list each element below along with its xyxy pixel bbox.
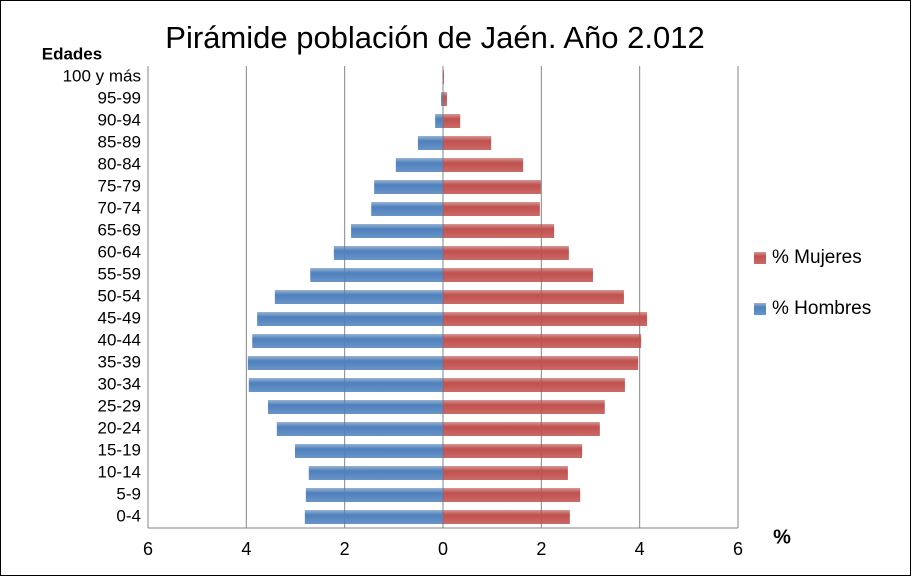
bar — [396, 158, 443, 172]
bar — [443, 136, 491, 150]
bar — [443, 180, 541, 194]
bar — [443, 378, 625, 392]
bar — [374, 180, 443, 194]
bar — [334, 246, 443, 260]
bar — [252, 334, 443, 348]
bar — [443, 510, 570, 524]
bar — [443, 444, 582, 458]
y-tick-label: 60-64 — [98, 242, 141, 261]
bar — [295, 444, 443, 458]
bar — [435, 114, 443, 128]
bar — [306, 488, 443, 502]
y-tick-label: 0-4 — [116, 506, 141, 525]
x-tick-label: 4 — [635, 539, 645, 559]
x-tick-label: 4 — [241, 539, 251, 559]
x-tick-label: 6 — [733, 539, 743, 559]
y-tick-label: 35-39 — [98, 352, 141, 371]
y-tick-label: 20-24 — [98, 418, 141, 437]
y-tick-label: 25-29 — [98, 396, 141, 415]
y-tick-label: 15-19 — [98, 440, 141, 459]
bar — [443, 400, 605, 414]
bar — [257, 312, 443, 326]
y-tick-label: 30-34 — [98, 374, 141, 393]
bar — [268, 400, 443, 414]
bar — [443, 202, 540, 216]
bar — [443, 268, 593, 282]
bar — [443, 224, 554, 238]
bar — [310, 268, 443, 282]
bar — [443, 422, 600, 436]
bar — [443, 92, 447, 106]
bar — [275, 290, 443, 304]
x-tick-label: 2 — [536, 539, 546, 559]
y-tick-label: 75-79 — [98, 176, 141, 195]
y-tick-label: 55-59 — [98, 264, 141, 283]
bar — [351, 224, 443, 238]
y-tick-label: 85-89 — [98, 132, 141, 151]
bar — [371, 202, 443, 216]
y-tick-label: 80-84 — [98, 154, 141, 173]
y-tick-label: 45-49 — [98, 308, 141, 327]
x-tick-label: 6 — [143, 539, 153, 559]
bar — [248, 356, 443, 370]
y-tick-label: 40-44 — [98, 330, 141, 349]
bar — [418, 136, 443, 150]
chart-title: Pirámide población de Jaén. Año 2.012 — [165, 20, 704, 55]
y-tick-label: 10-14 — [98, 462, 141, 481]
y-tick-label: 100 y más — [63, 66, 141, 85]
x-tick-label: 0 — [438, 539, 448, 559]
legend-label: % Hombres — [772, 298, 871, 319]
x-axis-label: % — [773, 526, 791, 548]
bar — [441, 92, 443, 106]
bar — [443, 290, 624, 304]
y-tick-label: 65-69 — [98, 220, 141, 239]
bar — [249, 378, 443, 392]
y-tick-label: 90-94 — [98, 110, 141, 129]
bar — [309, 466, 443, 480]
bar — [277, 422, 443, 436]
bar — [443, 158, 523, 172]
y-tick-label: 95-99 — [98, 88, 141, 107]
bar — [443, 246, 569, 260]
bar — [443, 488, 580, 502]
legend-label: % Mujeres — [772, 247, 862, 268]
y-axis-label: Edades — [42, 44, 102, 63]
bar — [443, 114, 460, 128]
y-tick-label: 50-54 — [98, 286, 141, 305]
bar — [443, 356, 638, 370]
y-tick-label: 5-9 — [116, 484, 141, 503]
x-tick-label: 2 — [340, 539, 350, 559]
y-tick-label: 70-74 — [98, 198, 141, 217]
bar — [443, 466, 568, 480]
legend-swatch — [754, 303, 766, 315]
bar — [443, 334, 641, 348]
legend-swatch — [754, 252, 766, 264]
bar — [443, 312, 647, 326]
bar — [443, 70, 444, 84]
bar — [305, 510, 443, 524]
